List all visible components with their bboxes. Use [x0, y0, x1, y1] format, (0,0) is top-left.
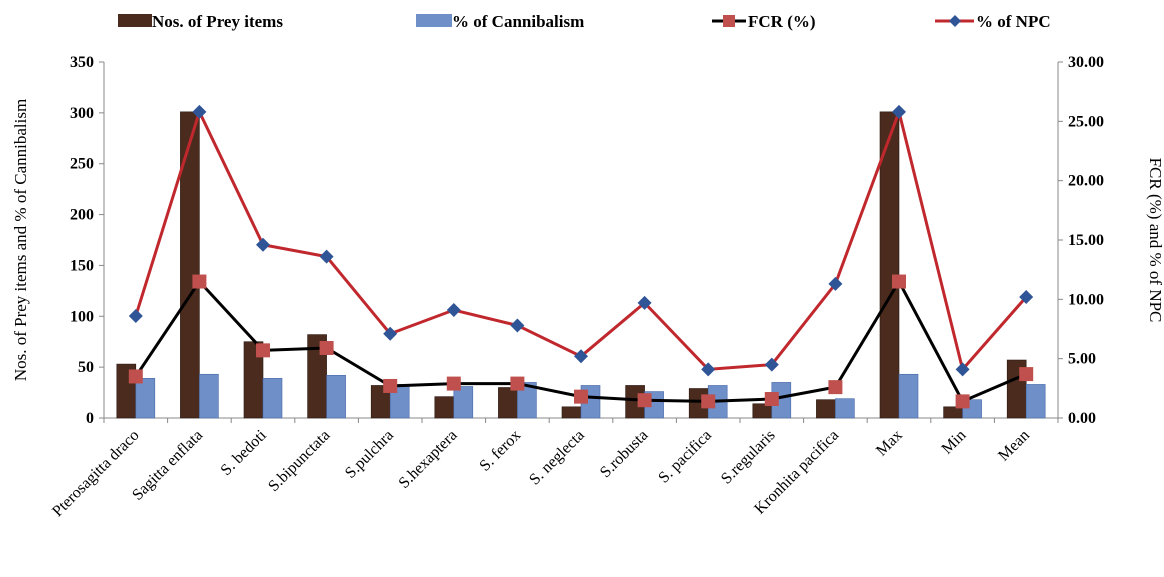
marker-fcr — [1019, 367, 1033, 381]
y-right-tick-label: 5.00 — [1068, 351, 1096, 368]
legend-swatch-cannibalism — [416, 14, 452, 27]
x-category-label: Pterosagitta draco — [49, 427, 142, 520]
bar-cannibalism — [1026, 384, 1045, 418]
bar-prey-items — [498, 387, 517, 418]
x-category-label: S. ferox — [476, 427, 524, 475]
legend-label-npc: % of NPC — [976, 12, 1051, 31]
legend-item-prey-items: Nos. of Prey items — [118, 12, 283, 31]
bar-cannibalism — [899, 374, 918, 418]
bar-cannibalism — [199, 374, 218, 418]
y-axis-left-title: Nos. of Prey items and % of Cannibalism — [11, 99, 30, 381]
marker-npc — [256, 238, 270, 252]
y-right-tick-label: 10.00 — [1068, 291, 1104, 308]
marker-fcr — [638, 393, 652, 407]
marker-fcr — [320, 341, 334, 355]
x-category-label: S.bipunctata — [265, 427, 333, 495]
marker-fcr — [256, 343, 270, 357]
marker-fcr — [574, 390, 588, 404]
legend-label-prey-items: Nos. of Prey items — [152, 12, 283, 31]
y-right-tick-label: 15.00 — [1068, 232, 1104, 249]
x-category-label: Min — [939, 427, 970, 458]
x-category-label: S. pacifica — [655, 427, 715, 487]
x-category-label: S.regularis — [718, 427, 779, 488]
x-category-label: S. bedoti — [218, 426, 271, 479]
bar-prey-items — [180, 112, 199, 418]
marker-fcr — [765, 392, 779, 406]
bar-prey-items — [435, 397, 454, 418]
bar-cannibalism — [327, 375, 346, 418]
legend-item-fcr: FCR (%) — [712, 12, 816, 31]
y-left-tick-label: 200 — [70, 207, 94, 224]
bar-cannibalism — [454, 386, 473, 418]
marker-npc — [447, 303, 461, 317]
legend-marker-fcr — [723, 15, 735, 27]
y-right-tick-label: 0.00 — [1068, 410, 1096, 427]
marker-fcr — [383, 379, 397, 393]
legend-item-npc: % of NPC — [935, 12, 1051, 31]
legend-swatch-prey-items — [118, 14, 152, 27]
x-category-label: S.robusta — [597, 427, 651, 481]
bar-cannibalism — [835, 399, 854, 418]
y-left-tick-label: 50 — [78, 359, 94, 376]
bar-cannibalism — [136, 378, 155, 418]
marker-fcr — [129, 369, 143, 383]
x-category-label: S. neglecta — [526, 427, 588, 489]
legend-marker-npc — [949, 15, 961, 27]
marker-fcr — [447, 377, 461, 391]
legend-item-cannibalism: % of Cannibalism — [416, 12, 584, 31]
bar-prey-items — [816, 400, 835, 418]
x-axis-ticks — [104, 418, 1058, 423]
marker-npc — [129, 309, 143, 323]
x-category-label: S.pulchra — [342, 427, 397, 482]
marker-fcr — [892, 275, 906, 289]
y-left-tick-label: 350 — [70, 54, 94, 71]
marker-fcr — [192, 275, 206, 289]
y-left-tick-label: 100 — [70, 308, 94, 325]
y-left-tick-label: 150 — [70, 257, 94, 274]
x-category-label: S.hexaptera — [396, 427, 461, 492]
y-right-tick-label: 25.00 — [1068, 113, 1104, 130]
y-left-tick-label: 0 — [86, 410, 94, 427]
marker-fcr — [510, 377, 524, 391]
x-category-label: Max — [873, 427, 906, 460]
y-left-tick-label: 300 — [70, 105, 94, 122]
y-right-tick-label: 20.00 — [1068, 173, 1104, 190]
y-axis-left-ticks: 0 50 100 150 200 250 300 350 — [70, 54, 104, 427]
marker-fcr — [701, 394, 715, 408]
bar-cannibalism — [263, 378, 282, 418]
marker-fcr — [956, 394, 970, 408]
y-axis-right-ticks: 0.00 5.00 10.00 15.00 20.00 25.00 30.00 — [1058, 54, 1104, 427]
x-category-label: Mean — [995, 427, 1033, 465]
y-right-tick-label: 30.00 — [1068, 54, 1104, 71]
y-axis-right-title: FCR (%) and % of NPC — [1146, 158, 1164, 323]
legend-label-fcr: FCR (%) — [748, 12, 816, 31]
legend-label-cannibalism: % of Cannibalism — [452, 12, 584, 31]
legend: Nos. of Prey items % of Cannibalism FCR … — [118, 12, 1051, 31]
marker-npc — [510, 318, 524, 332]
bar-prey-items — [562, 407, 581, 418]
bar-series — [117, 112, 1045, 418]
y-left-tick-label: 250 — [70, 156, 94, 173]
marker-fcr — [828, 380, 842, 394]
bar-prey-items — [944, 407, 963, 418]
